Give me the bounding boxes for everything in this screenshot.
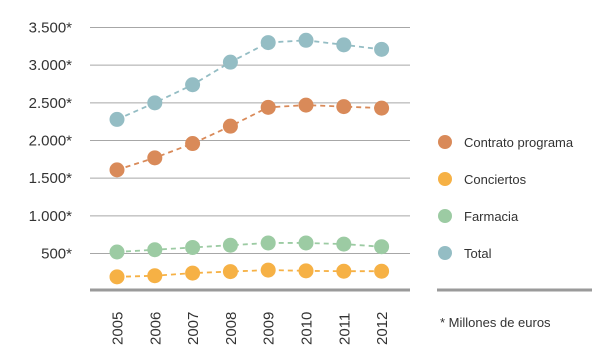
data-point bbox=[298, 32, 314, 48]
x-tick-label: 2006 bbox=[147, 312, 164, 345]
y-tick-label: 1.500* bbox=[29, 170, 73, 187]
data-point bbox=[147, 95, 163, 111]
y-tick-label: 2.000* bbox=[29, 133, 73, 150]
data-point bbox=[147, 268, 163, 284]
data-point bbox=[260, 35, 276, 51]
series-total bbox=[109, 32, 390, 127]
data-point bbox=[222, 264, 238, 280]
data-point bbox=[374, 100, 390, 116]
legend-marker bbox=[438, 172, 452, 186]
data-point bbox=[298, 235, 314, 251]
x-tick-label: 2012 bbox=[374, 312, 391, 345]
data-point bbox=[260, 235, 276, 251]
data-point bbox=[222, 118, 238, 134]
grid-lines bbox=[90, 27, 410, 254]
data-point bbox=[260, 99, 276, 115]
x-axis-tick-labels: 2005 2006 2007 2008 2009 2010 2011 2012 bbox=[110, 312, 392, 345]
series-farmacia bbox=[109, 235, 390, 260]
legend-label: Farmacia bbox=[464, 209, 519, 224]
x-tick-label: 2011 bbox=[336, 313, 353, 345]
legend-label: Total bbox=[464, 246, 492, 261]
data-point bbox=[185, 265, 201, 281]
legend-label: Contrato programa bbox=[464, 135, 574, 150]
data-point bbox=[260, 262, 276, 278]
y-axis-tick-labels: 3.500* 3.000* 2.500* 2.000* 1.500* 1.000* 500* bbox=[29, 20, 73, 263]
x-tick-label: 2008 bbox=[223, 312, 240, 345]
series-contrato-programa bbox=[109, 97, 390, 178]
data-point bbox=[374, 41, 390, 57]
data-point bbox=[109, 162, 125, 178]
legend-marker bbox=[438, 246, 452, 260]
data-point bbox=[147, 242, 163, 258]
y-tick-label: 3.000* bbox=[29, 57, 73, 74]
data-point bbox=[185, 239, 201, 255]
legend-label: Conciertos bbox=[464, 172, 527, 187]
legend-marker bbox=[438, 209, 452, 223]
data-point bbox=[222, 54, 238, 70]
y-tick-label: 2.500* bbox=[29, 95, 73, 112]
footnote: * Millones de euros bbox=[440, 315, 551, 330]
y-tick-label: 3.500* bbox=[29, 20, 73, 37]
legend-item: Contrato programa bbox=[438, 135, 574, 150]
y-tick-label: 500* bbox=[41, 246, 72, 263]
data-point bbox=[336, 236, 352, 252]
data-point bbox=[336, 37, 352, 53]
legend-item: Conciertos bbox=[438, 172, 527, 187]
legend: Contrato programa Conciertos Farmacia Total bbox=[437, 135, 592, 292]
series-group bbox=[109, 32, 390, 285]
data-point bbox=[222, 237, 238, 253]
legend-marker bbox=[438, 135, 452, 149]
legend-item: Total bbox=[438, 246, 492, 261]
data-point bbox=[374, 263, 390, 279]
x-tick-label: 2010 bbox=[299, 312, 316, 345]
legend-item: Farmacia bbox=[438, 209, 519, 224]
data-point bbox=[185, 77, 201, 93]
x-tick-label: 2007 bbox=[185, 312, 202, 345]
data-point bbox=[185, 136, 201, 152]
y-tick-label: 1.000* bbox=[29, 208, 73, 225]
data-point bbox=[147, 150, 163, 166]
data-point bbox=[109, 269, 125, 285]
data-point bbox=[374, 239, 390, 255]
data-point bbox=[109, 244, 125, 260]
data-point bbox=[336, 263, 352, 279]
data-point bbox=[336, 99, 352, 115]
data-point bbox=[298, 263, 314, 279]
x-tick-label: 2009 bbox=[261, 312, 278, 345]
series-conciertos bbox=[109, 262, 390, 285]
x-tick-label: 2005 bbox=[110, 312, 127, 345]
data-point bbox=[109, 111, 125, 127]
data-point bbox=[298, 97, 314, 113]
